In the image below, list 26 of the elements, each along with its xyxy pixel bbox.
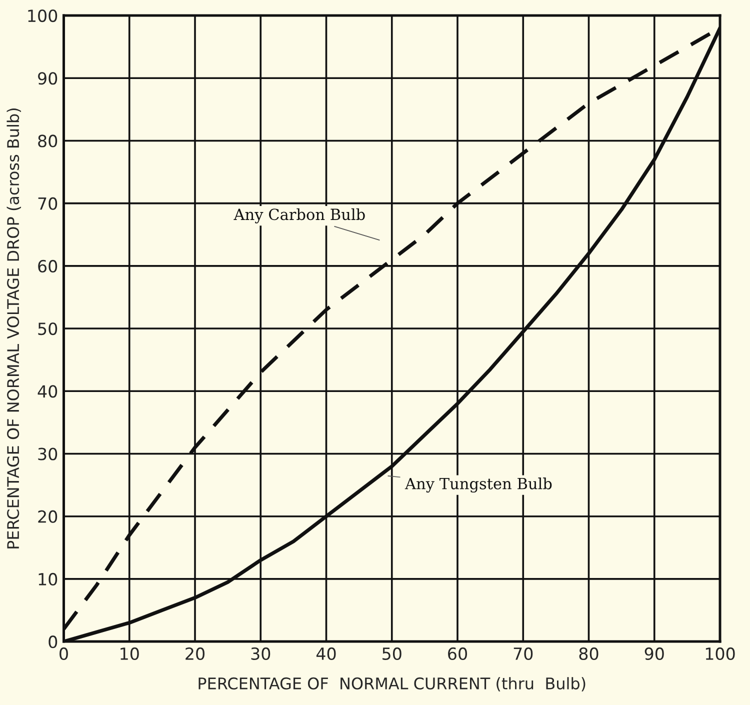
y-axis-title: PERCENTAGE OF NORMAL VOLTAGE DROP (across Bulb) xyxy=(6,108,21,548)
y-tick-label: 40 xyxy=(38,385,58,398)
y-tick-label: 50 xyxy=(38,322,58,336)
y-tick-label: 90 xyxy=(38,72,58,85)
y-tick-label: 70 xyxy=(38,197,58,210)
x-tick-label: 80 xyxy=(579,647,598,660)
text: Any Carbon Bulb xyxy=(234,208,365,224)
y-tick-label: 10 xyxy=(38,572,58,586)
x-tick-label: 30 xyxy=(251,647,270,660)
x-tick-label: 70 xyxy=(514,647,533,660)
y-tick-label: 20 xyxy=(38,510,58,523)
y-tick-label: 60 xyxy=(38,260,58,272)
x-axis-title: PERCENTAGE OF NORMAL CURRENT (thru Bulb) xyxy=(198,677,586,692)
x-tick-label: 100 xyxy=(706,647,735,660)
y-tick-label: 100 xyxy=(28,9,58,22)
y-tick-label: 0 xyxy=(48,636,58,648)
x-tick-label: 90 xyxy=(644,647,664,660)
x-tick-label: 40 xyxy=(316,647,336,660)
x-tick-label: 20 xyxy=(186,647,204,660)
x-tick-label: 10 xyxy=(120,647,139,660)
series-label: Any Tungsten Bulb xyxy=(404,478,552,493)
x-tick-label: 50 xyxy=(382,647,402,660)
y-tick-label: 80 xyxy=(38,134,58,148)
x-tick-label: 60 xyxy=(448,647,467,660)
y-tick-label: 30 xyxy=(38,448,58,460)
x-tick-label: 0 xyxy=(60,647,68,660)
